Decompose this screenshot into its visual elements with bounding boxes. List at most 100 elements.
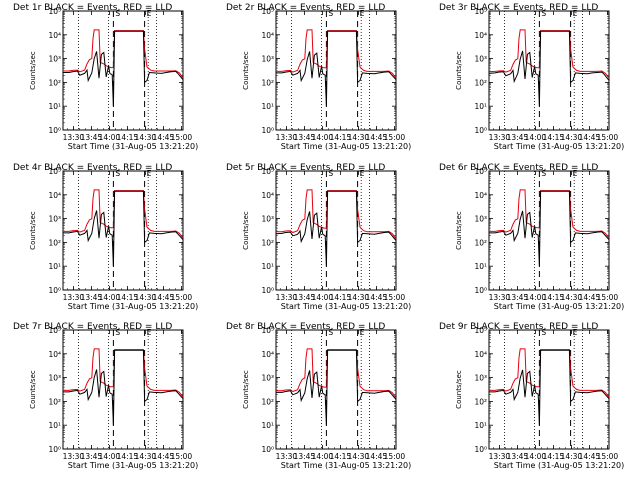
y-axis-label: Counts/sec	[29, 51, 37, 90]
panel-3: Det 3r BLACK = Events, RED = LLD 10⁰ 10¹ 10…	[439, 3, 624, 151]
x-axis-label: Start Time (31-Aug-05 13:21:20)	[281, 142, 412, 151]
y-tick-label: 10⁵	[48, 7, 61, 16]
x-tick-label: 15:00	[597, 452, 619, 461]
lld-series-line	[276, 348, 397, 399]
lld-series-line	[489, 348, 610, 398]
y-tick-label: 10¹	[261, 262, 274, 271]
marker-label-s: S	[115, 169, 120, 178]
marker-label-e: E	[360, 169, 365, 178]
panel-title: Det 2r BLACK = Events, RED = LLD	[226, 3, 385, 13]
x-tick-label: 14:15	[330, 133, 352, 142]
marker-label-e: E	[573, 328, 578, 337]
panel-title: Det 3r BLACK = Events, RED = LLD	[439, 3, 598, 13]
y-tick-label: 10²	[474, 397, 487, 406]
x-tick-label: 14:30	[561, 293, 583, 302]
events-series-line	[489, 190, 610, 267]
x-axis-label: Start Time (31-Aug-05 13:21:20)	[281, 302, 412, 311]
x-tick-label: 15:00	[171, 452, 193, 461]
x-tick-label: 13:45	[294, 133, 316, 142]
x-tick-label: 13:45	[507, 133, 529, 142]
x-axis-label: Start Time (31-Aug-05 13:21:20)	[494, 142, 625, 151]
x-tick-label: 14:15	[543, 133, 565, 142]
x-tick-label: 14:30	[348, 293, 370, 302]
y-tick-label: 10⁰	[474, 126, 487, 135]
y-tick-label: 10⁵	[261, 326, 274, 335]
panel-5: Det 5r BLACK = Events, RED = LLD 10⁰ 10¹ 10…	[226, 163, 411, 311]
y-tick-label: 10⁵	[48, 326, 61, 335]
marker-label-s: S	[541, 169, 546, 178]
marker-label-s: S	[541, 9, 546, 18]
marker-label-e: E	[360, 328, 365, 337]
x-tick-label: 14:30	[561, 452, 583, 461]
x-axis-label: Start Time (31-Aug-05 13:21:20)	[494, 461, 625, 470]
plot-frame	[488, 170, 610, 291]
y-tick-label: 10³	[261, 55, 274, 64]
lld-series-line	[276, 29, 397, 79]
y-tick-label: 10⁴	[48, 191, 61, 200]
panel-6: Det 6r BLACK = Events, RED = LLD 10⁰ 10¹ 10…	[439, 163, 624, 311]
y-axis-label: Counts/sec	[242, 51, 250, 90]
panel-2: Det 2r BLACK = Events, RED = LLD 10⁰ 10¹ 10…	[226, 3, 411, 151]
y-tick-label: 10²	[261, 78, 274, 87]
x-tick-label: 14:45	[579, 133, 601, 142]
x-tick-label: 14:45	[579, 293, 601, 302]
y-tick-label: 10⁰	[48, 445, 61, 454]
panel-title: Det 8r BLACK = Events, RED = LLD	[226, 322, 385, 332]
lld-series-line	[488, 29, 610, 79]
y-tick-label: 10⁵	[474, 7, 487, 16]
panel-title: Det 7r BLACK = Events, RED = LLD	[13, 322, 172, 332]
x-tick-label: 14:15	[543, 293, 565, 302]
y-axis-label: Counts/sec	[455, 51, 463, 90]
y-tick-label: 10⁴	[48, 350, 61, 359]
marker-label-s: S	[115, 9, 120, 18]
marker-label-e: E	[573, 9, 578, 18]
y-axis-label: Counts/sec	[242, 211, 250, 250]
x-tick-label: 14:45	[153, 133, 175, 142]
y-tick-label: 10¹	[261, 102, 274, 111]
panel-8: Det 8r BLACK = Events, RED = LLD 10⁰ 10¹ 10…	[226, 322, 411, 470]
y-tick-label: 10⁰	[48, 286, 61, 295]
plot-frame	[488, 329, 610, 450]
panel-title: Det 6r BLACK = Events, RED = LLD	[439, 163, 598, 173]
y-axis-label: Counts/sec	[29, 370, 37, 409]
y-tick-label: 10⁵	[474, 167, 487, 176]
x-tick-label: 14:00	[99, 133, 121, 142]
x-tick-label: 14:30	[348, 133, 370, 142]
x-tick-label: 14:30	[135, 293, 157, 302]
x-tick-label: 14:00	[99, 293, 121, 302]
x-tick-label: 14:15	[117, 452, 139, 461]
y-tick-label: 10²	[261, 397, 274, 406]
y-axis-label: Counts/sec	[455, 370, 463, 409]
y-tick-label: 10³	[474, 55, 487, 64]
panel-1: Det 1r BLACK = Events, RED = LLD 10⁰ 10¹ 10…	[13, 3, 198, 151]
y-tick-label: 10²	[261, 238, 274, 247]
panel-4: Det 4r BLACK = Events, RED = LLD 10⁰ 10¹ 10…	[13, 163, 198, 311]
marker-label-e: E	[147, 169, 152, 178]
y-tick-label: 10⁰	[261, 445, 274, 454]
plot-frame	[275, 170, 397, 291]
events-series-line	[276, 30, 397, 107]
y-axis-label: Counts/sec	[455, 211, 463, 250]
x-tick-label: 13:45	[294, 293, 316, 302]
y-tick-label: 10⁵	[474, 326, 487, 335]
y-tick-label: 10¹	[474, 421, 487, 430]
x-tick-label: 14:00	[525, 133, 547, 142]
y-tick-label: 10⁴	[474, 31, 487, 40]
lld-series-line	[276, 189, 397, 240]
x-tick-label: 14:00	[312, 293, 334, 302]
y-tick-label: 10³	[474, 374, 487, 383]
x-tick-label: 15:00	[384, 133, 406, 142]
y-tick-label: 10¹	[261, 421, 274, 430]
x-tick-label: 14:00	[525, 452, 547, 461]
x-tick-label: 13:45	[294, 452, 316, 461]
marker-label-s: S	[328, 9, 333, 18]
x-tick-label: 13:30	[489, 452, 511, 461]
y-tick-label: 10²	[48, 397, 61, 406]
marker-label-e: E	[573, 169, 578, 178]
panel-title: Det 5r BLACK = Events, RED = LLD	[226, 163, 385, 173]
plot-frame	[275, 329, 397, 450]
y-tick-label: 10¹	[474, 262, 487, 271]
y-tick-label: 10²	[48, 78, 61, 87]
y-tick-label: 10⁰	[48, 126, 61, 135]
x-tick-label: 14:15	[330, 452, 352, 461]
